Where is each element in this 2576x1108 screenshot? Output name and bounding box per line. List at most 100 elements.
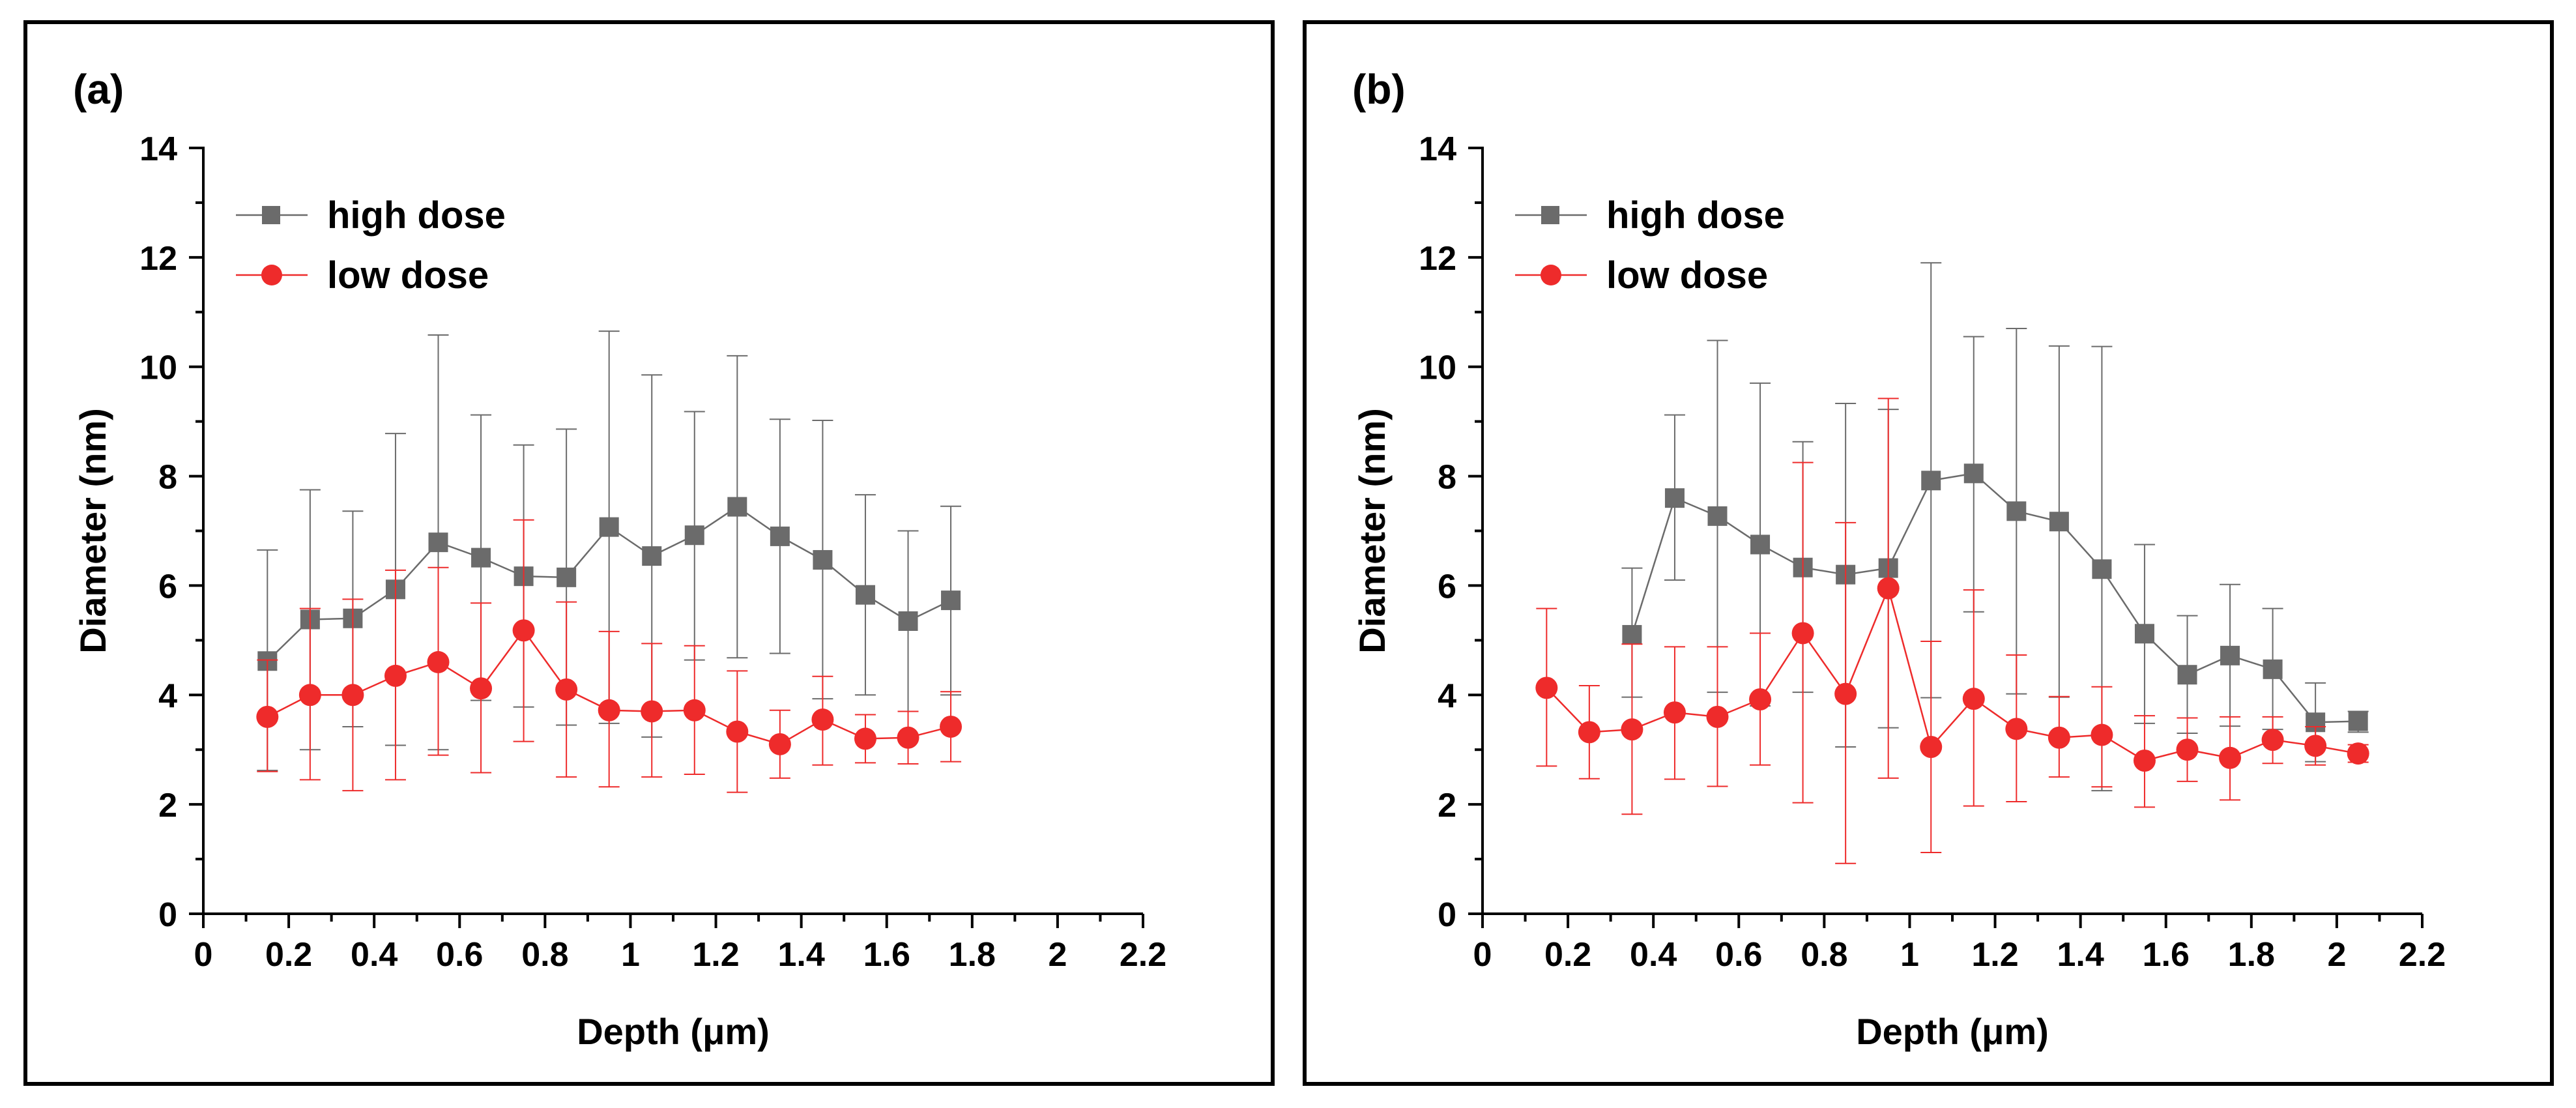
data-point [1963, 463, 1984, 484]
x-tick-label: 0 [194, 936, 213, 974]
data-point [2347, 742, 2369, 765]
x-tick-label: 1 [621, 936, 640, 974]
data-point [1749, 688, 1772, 710]
x-axis-title: Depth (μm) [1856, 1011, 2049, 1052]
y-axis-title: Diameter (nm) [1352, 408, 1393, 654]
y-tick-label: 10 [1419, 349, 1456, 387]
data-point [2091, 723, 2113, 746]
y-tick-label: 6 [158, 568, 177, 605]
data-point [2005, 718, 2028, 740]
legend-entry-low-dose: low dose [1515, 254, 1768, 297]
legend-entry-high-dose: high dose [236, 194, 506, 237]
data-point [2220, 645, 2240, 665]
data-point [557, 567, 577, 587]
data-point [1621, 718, 1643, 741]
data-point [256, 705, 279, 728]
chart-panel-b: (b) 0 0.2 0.4 0.6 0.8 1 1.2 1.4 1.6 1.8 2 2.2 0 2 4 6 8 10… [1303, 20, 2554, 1086]
data-point [813, 549, 833, 570]
series-line [1631, 473, 2358, 723]
x-tick-label: 0.2 [265, 936, 312, 974]
data-point [555, 678, 578, 701]
data-point [598, 699, 620, 722]
x-tick-label: 0.6 [436, 936, 483, 974]
data-point [298, 684, 321, 707]
x-tick-label: 2.2 [2399, 936, 2446, 974]
data-point [855, 585, 875, 605]
data-point [2219, 746, 2242, 769]
data-point [768, 733, 791, 755]
data-point [470, 677, 493, 700]
x-axis-title: Depth (μm) [577, 1011, 770, 1052]
panel-label: (a) [73, 66, 124, 113]
data-point [2348, 711, 2368, 731]
data-point [940, 715, 962, 738]
data-point [2263, 659, 2283, 679]
x-tick-label: 0 [1473, 936, 1492, 974]
data-point [683, 699, 706, 722]
x-tick-label: 1 [1900, 936, 1919, 974]
x-tick-label: 2 [1048, 936, 1067, 974]
legend-marker [261, 265, 282, 285]
series-line [1546, 585, 2358, 762]
legend-marker [1541, 265, 1561, 285]
x-tick-label: 1.8 [2228, 936, 2275, 974]
legend-label: low dose [327, 254, 489, 297]
data-point [1921, 471, 1941, 491]
legend-label: high dose [1606, 194, 1785, 237]
data-point [2304, 735, 2327, 757]
data-point [1877, 577, 1900, 600]
legend-marker [262, 206, 280, 224]
data-point [2261, 729, 2284, 751]
data-point [1791, 622, 1814, 645]
data-point [898, 611, 918, 631]
y-tick-label: 0 [1438, 896, 1456, 934]
x-tick-label: 2.2 [1120, 936, 1166, 974]
y-tick-label: 6 [1438, 568, 1456, 605]
data-point [642, 546, 662, 566]
x-tick-label: 0.4 [1630, 936, 1677, 974]
data-point [684, 525, 704, 546]
x-tick-label: 0.8 [1801, 936, 1847, 974]
data-point [727, 497, 747, 517]
data-point [427, 650, 450, 673]
chart-a-svg: (a) 0 0.2 0.4 0.6 0.8 1 1.2 1.4 1.6 1.8 2 2.2 0 2 4 6 8 10… [72, 66, 1166, 1052]
data-point [854, 727, 876, 750]
legend-label: high dose [327, 194, 506, 237]
data-point [641, 700, 663, 723]
chart-panel-a: (a) 0 0.2 0.4 0.6 0.8 1 1.2 1.4 1.6 1.8 2 2.2 0 2 4 6 8 10… [23, 20, 1275, 1086]
data-point [770, 526, 790, 546]
x-tick-label: 1.8 [949, 936, 996, 974]
data-point [941, 590, 961, 611]
x-tick-label: 0.6 [1715, 936, 1762, 974]
x-tick-label: 1.4 [777, 936, 824, 974]
data-point [2176, 738, 2199, 761]
x-tick-label: 1.6 [2143, 936, 2190, 974]
chart-b-svg: (b) 0 0.2 0.4 0.6 0.8 1 1.2 1.4 1.6 1.8 2 2.2 0 2 4 6 8 10… [1352, 66, 2446, 1052]
data-point [897, 726, 919, 749]
x-tick-label: 1.2 [1971, 936, 2018, 974]
data-point [1750, 534, 1771, 555]
data-point [1663, 701, 1686, 724]
y-tick-label: 8 [1438, 459, 1456, 497]
legend-entry-high-dose: high dose [1515, 194, 1785, 237]
data-point [2177, 665, 2197, 685]
data-point [1834, 682, 1857, 705]
data-point [1578, 721, 1600, 744]
y-tick-label: 10 [139, 349, 177, 387]
x-tick-label: 1.2 [692, 936, 739, 974]
series-low-dose [256, 519, 962, 793]
y-tick-label: 12 [1419, 240, 1456, 278]
data-point [2006, 501, 2027, 521]
y-tick-label: 14 [139, 130, 177, 168]
x-tick-label: 2 [2327, 936, 2346, 974]
data-point [384, 664, 407, 687]
data-point [599, 517, 619, 537]
y-tick-label: 0 [158, 896, 177, 934]
data-point [1707, 506, 1728, 526]
data-point [341, 684, 364, 707]
y-tick-label: 12 [139, 240, 177, 278]
data-point [726, 720, 749, 743]
x-tick-label: 0.4 [351, 936, 398, 974]
data-point [2133, 750, 2156, 772]
data-point [2048, 726, 2070, 749]
